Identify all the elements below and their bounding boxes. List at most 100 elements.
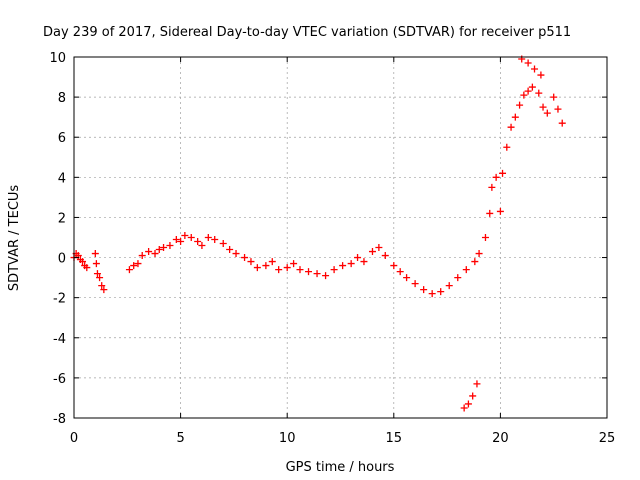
- data-point: [262, 262, 270, 270]
- data-point: [507, 123, 515, 131]
- x-axis-label: GPS time / hours: [286, 460, 395, 475]
- data-points: [70, 55, 566, 412]
- data-point: [96, 274, 104, 282]
- data-point: [134, 260, 142, 268]
- y-tick-label: -4: [53, 332, 66, 347]
- data-point: [138, 252, 146, 260]
- y-tick-label: 10: [49, 51, 66, 66]
- data-point: [253, 264, 261, 272]
- data-point: [550, 93, 558, 101]
- data-point: [481, 234, 489, 241]
- data-point: [375, 244, 383, 252]
- data-point: [145, 248, 153, 256]
- data-point: [166, 242, 174, 250]
- data-point: [198, 242, 206, 250]
- data-point: [396, 268, 404, 276]
- data-point: [403, 274, 411, 282]
- data-point: [420, 286, 428, 294]
- data-point: [428, 290, 436, 298]
- data-point: [471, 258, 479, 266]
- y-tick-label: -6: [53, 372, 66, 387]
- data-point: [313, 270, 321, 278]
- data-point: [354, 254, 362, 262]
- data-point: [537, 71, 545, 79]
- data-point: [100, 286, 108, 294]
- data-point: [524, 87, 532, 95]
- data-point: [83, 264, 91, 272]
- data-point: [160, 244, 168, 252]
- x-tick-label: 25: [599, 431, 616, 446]
- axis-tick-labels: 0 5 10 15 20 25 -8 -6 -4 -2 0 2 4 6 8 10: [49, 51, 615, 446]
- x-tick-label: 15: [386, 431, 403, 446]
- plot-frame: [73, 56, 608, 419]
- data-point: [151, 250, 159, 258]
- chart-title: Day 239 of 2017, Sidereal Day-to-day VTE…: [43, 25, 571, 40]
- data-point: [437, 288, 445, 296]
- data-point: [496, 207, 504, 215]
- data-point: [211, 236, 219, 244]
- data-point: [411, 280, 419, 288]
- y-tick-label: 2: [58, 211, 66, 226]
- data-point: [347, 260, 355, 268]
- data-point: [503, 143, 511, 151]
- data-point: [92, 260, 100, 268]
- data-point: [177, 238, 185, 246]
- data-point: [543, 109, 551, 117]
- y-tick-label: 0: [58, 252, 66, 267]
- data-point: [520, 91, 528, 99]
- data-point: [98, 282, 106, 290]
- data-point: [539, 103, 547, 111]
- data-point: [554, 105, 562, 113]
- data-point: [305, 268, 313, 276]
- data-point: [91, 250, 99, 258]
- data-point: [339, 262, 347, 270]
- data-point: [290, 260, 298, 268]
- grid: [74, 57, 607, 418]
- y-tick-label: 4: [58, 171, 66, 186]
- data-point: [558, 119, 566, 127]
- data-point: [381, 252, 389, 260]
- x-tick-label: 0: [70, 431, 78, 446]
- data-point: [181, 231, 189, 239]
- data-point: [283, 264, 291, 272]
- data-point: [488, 183, 496, 191]
- data-point: [462, 266, 470, 274]
- data-point: [322, 272, 330, 280]
- axis-ticks: [73, 56, 608, 419]
- data-point: [79, 258, 87, 266]
- data-point: [155, 246, 163, 254]
- data-point: [464, 400, 472, 408]
- data-point: [531, 65, 539, 73]
- data-point: [296, 266, 304, 274]
- data-point: [475, 250, 483, 258]
- data-point: [130, 262, 138, 270]
- data-point: [460, 404, 468, 412]
- data-point: [528, 83, 536, 91]
- data-point: [492, 173, 500, 181]
- data-point: [360, 258, 368, 266]
- data-point: [204, 234, 212, 241]
- data-point: [524, 59, 532, 67]
- x-tick-label: 20: [492, 431, 509, 446]
- data-point: [486, 209, 494, 217]
- data-point: [232, 250, 240, 258]
- data-point: [454, 274, 462, 282]
- y-tick-label: 6: [58, 131, 66, 146]
- data-point: [368, 248, 376, 256]
- data-point: [187, 234, 195, 241]
- data-point: [172, 236, 180, 244]
- data-point: [241, 254, 249, 262]
- data-point: [275, 266, 283, 274]
- data-point: [469, 392, 477, 400]
- data-point: [535, 89, 543, 97]
- y-tick-label: -2: [53, 292, 66, 307]
- data-point: [93, 270, 101, 278]
- data-point: [390, 262, 398, 270]
- data-point: [125, 266, 133, 274]
- data-point: [219, 240, 227, 248]
- data-point: [268, 258, 276, 266]
- data-point: [516, 101, 524, 109]
- data-point: [511, 113, 519, 121]
- data-point: [330, 266, 338, 274]
